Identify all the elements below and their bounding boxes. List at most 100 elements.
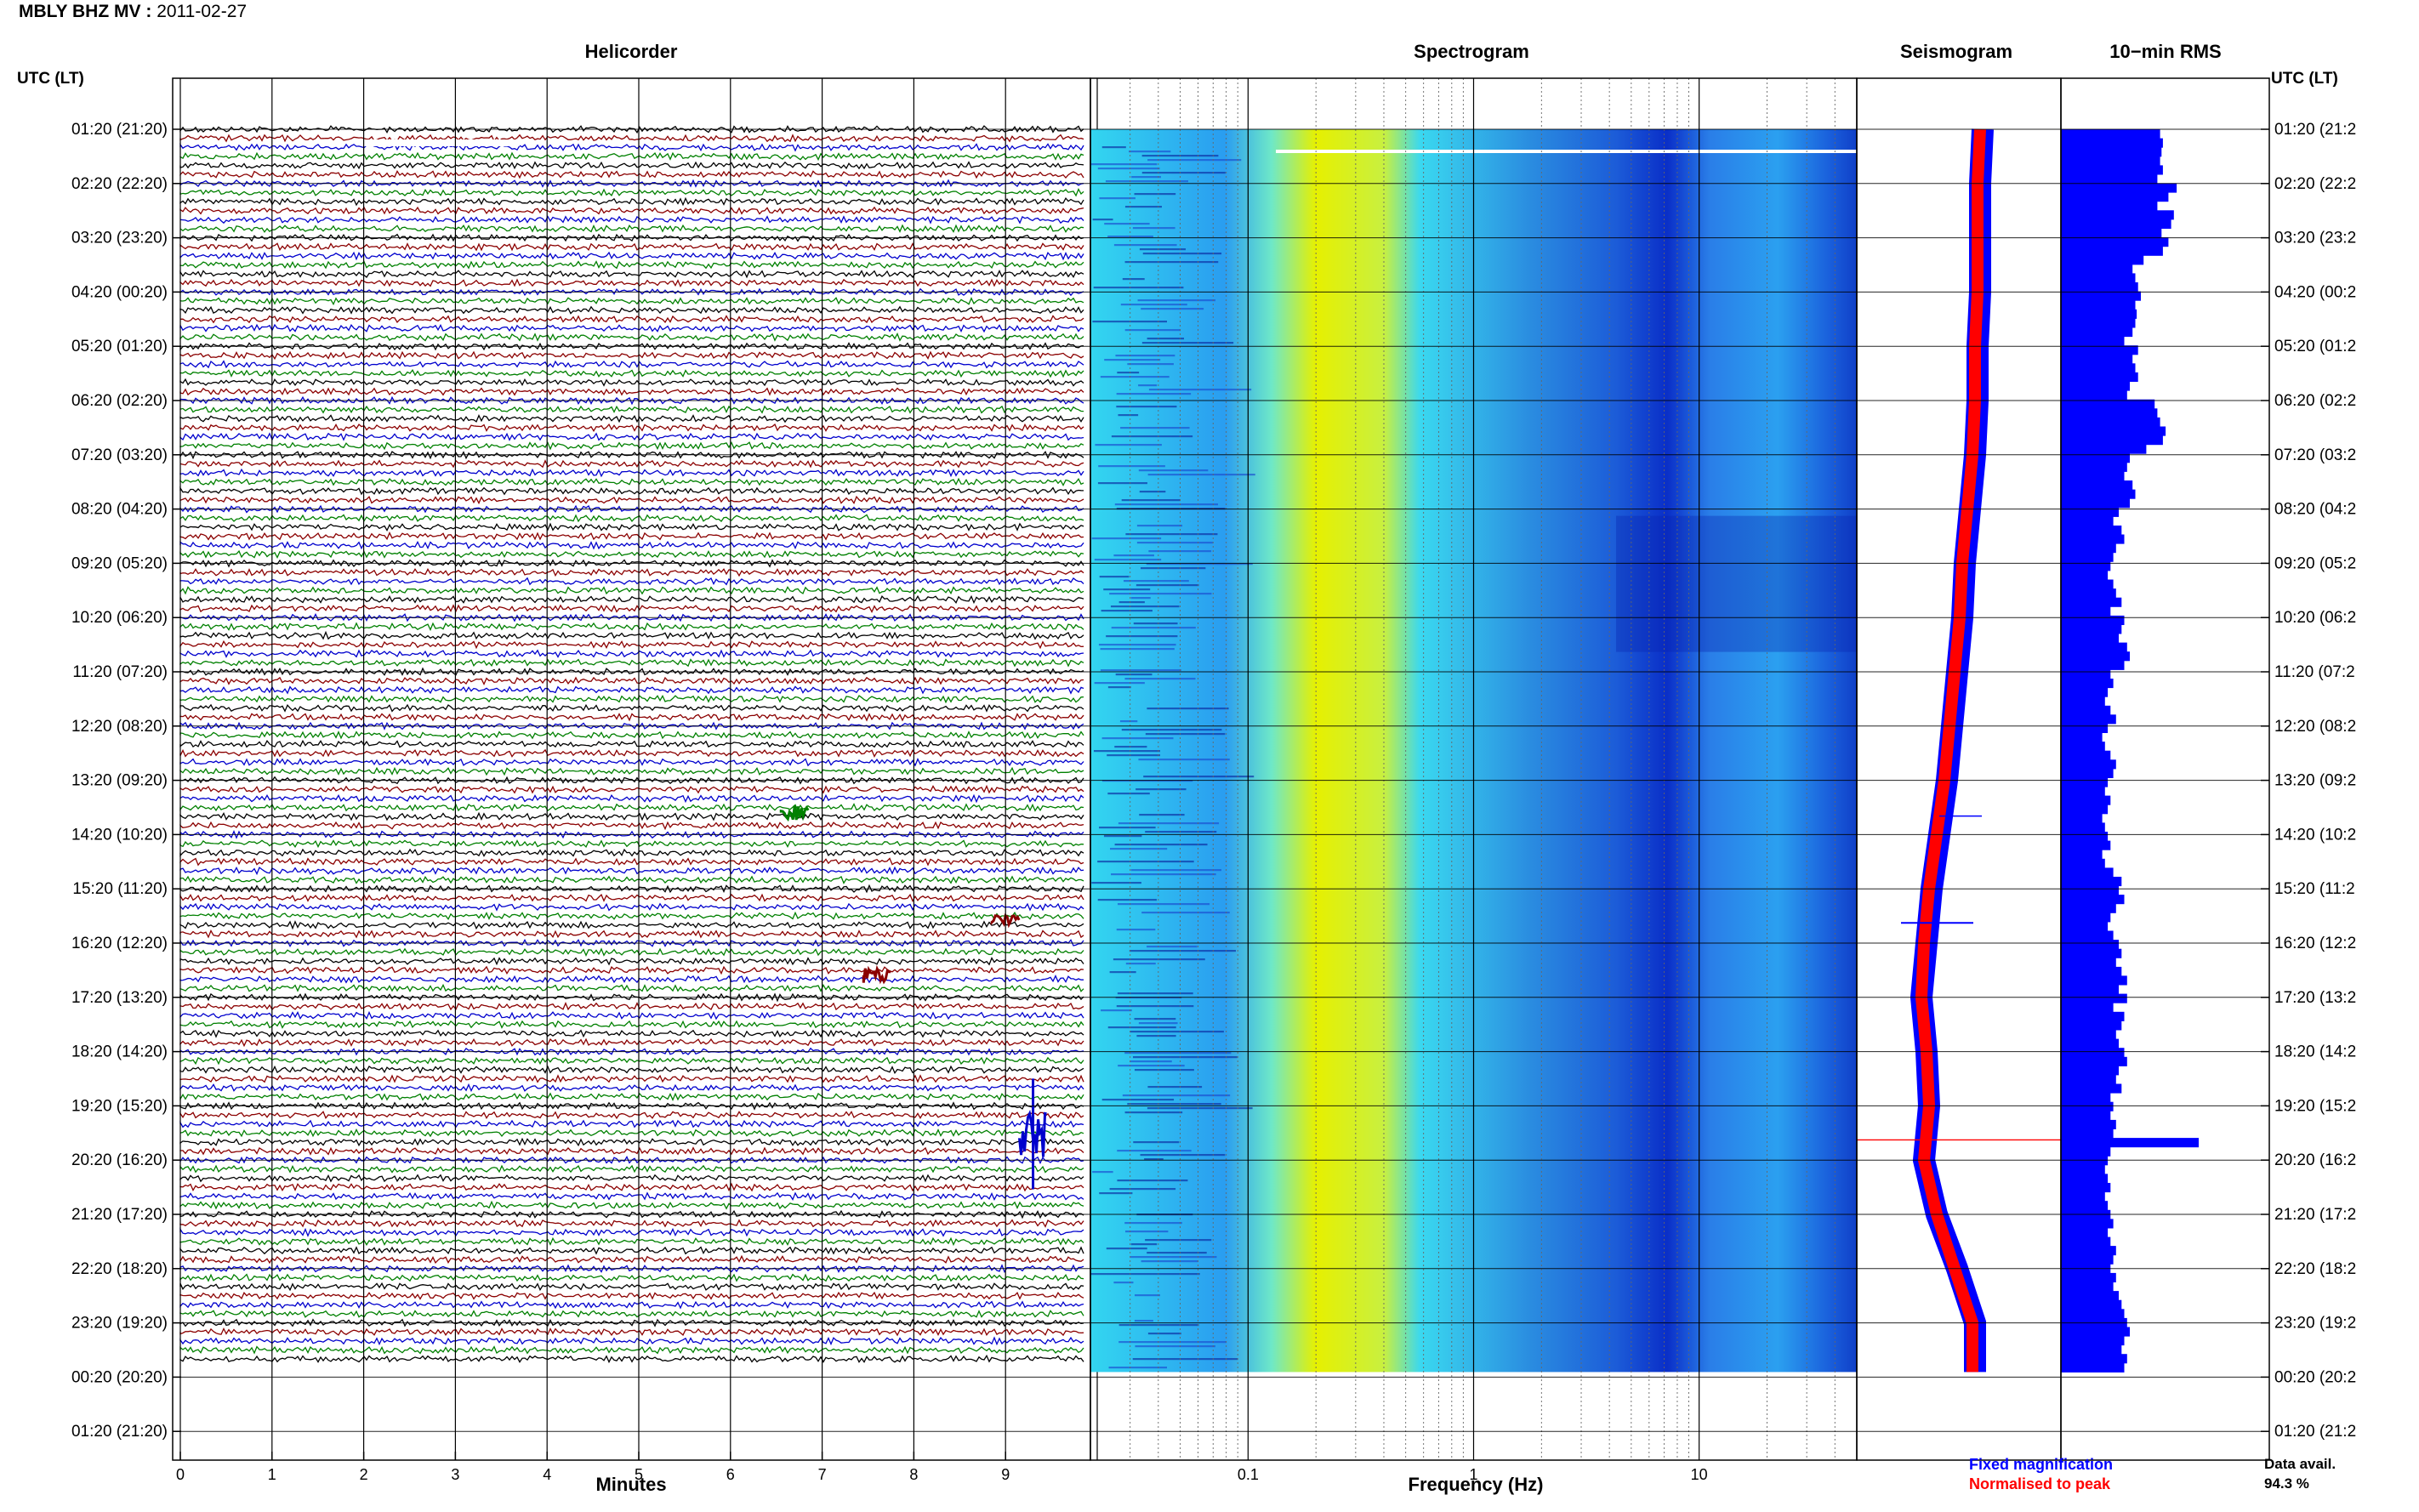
spectrogram-streak xyxy=(1130,1256,1217,1259)
helicorder-trace xyxy=(179,793,1084,804)
helicorder-trace xyxy=(179,1083,1084,1093)
time-label-left: 22:20 (18:20) xyxy=(71,1260,168,1278)
rms-bar xyxy=(2061,300,2136,310)
spectrogram-streak xyxy=(1110,605,1180,608)
rms-bar xyxy=(2061,822,2105,833)
helicorder-trace xyxy=(179,1111,1084,1120)
spectrogram-streak xyxy=(1118,1341,1227,1344)
rms-bar xyxy=(2061,651,2130,662)
helicorder-trace xyxy=(179,1200,1084,1210)
helicorder-trace xyxy=(179,1310,1084,1318)
time-label-right: 15:20 (11:2 xyxy=(2274,880,2355,898)
spectrogram-streak xyxy=(1141,342,1234,344)
spectrogram-streak xyxy=(1147,338,1185,340)
rms-bar xyxy=(2061,453,2130,463)
spectrogram-streak xyxy=(1097,168,1160,170)
helicorder-trace xyxy=(179,739,1084,749)
helicorder-trace xyxy=(179,151,1084,162)
time-label-right: 03:20 (23:2 xyxy=(2274,230,2356,247)
spectrogram-streak xyxy=(1101,737,1174,740)
spectrogram-streak xyxy=(1115,674,1153,676)
spectrogram-streak xyxy=(1133,1141,1180,1144)
spectrogram-streak xyxy=(1147,708,1229,710)
rms-bar xyxy=(2061,1236,2111,1247)
rms-bar xyxy=(2061,264,2133,274)
helicorder-trace xyxy=(179,531,1084,541)
spectrogram-streak xyxy=(1095,444,1162,446)
helicorder-trace xyxy=(179,486,1084,496)
rms-bar xyxy=(2061,1219,2114,1229)
rms-bar xyxy=(2061,903,2116,913)
spectrogram-streak xyxy=(1124,329,1181,332)
spectrogram-streak xyxy=(1136,525,1183,527)
rms-bar xyxy=(2061,336,2125,346)
helicorder-trace xyxy=(179,1137,1084,1147)
rms-bar xyxy=(2061,138,2163,148)
spectrogram-streak xyxy=(1118,822,1220,825)
spectrogram-streak xyxy=(1139,248,1187,251)
spectrogram-streak xyxy=(1117,1150,1192,1152)
helicorder-trace xyxy=(179,1002,1084,1011)
rms-bar xyxy=(2061,624,2122,634)
rms-bar xyxy=(2061,985,2119,995)
rms-bar xyxy=(2061,201,2158,211)
spectrogram-streak xyxy=(1101,1009,1132,1012)
spectrogram-streak xyxy=(1101,610,1153,612)
spectrogram-streak xyxy=(1117,372,1140,374)
rms-bar xyxy=(2061,1362,2125,1373)
spectrogram-streak xyxy=(1103,835,1142,838)
spectrogram-streak xyxy=(1100,648,1175,651)
spectrogram-streak xyxy=(1107,686,1131,689)
helicorder-trace xyxy=(179,242,1084,252)
helicorder-trace xyxy=(179,1336,1084,1346)
rms-bar xyxy=(2061,1291,2119,1301)
spectrogram-streak xyxy=(1127,363,1174,366)
helicorder-trace xyxy=(179,866,1084,876)
legend-fixed: Fixed magnification xyxy=(1969,1456,2114,1473)
helicorder-trace xyxy=(179,776,1084,785)
spectrogram-streak xyxy=(1130,869,1222,872)
spectrogram-streak xyxy=(1136,584,1199,587)
helicorder-tick-label: 7 xyxy=(818,1466,827,1483)
helicorder-tick-label: 6 xyxy=(726,1466,735,1483)
rms-bar xyxy=(2061,850,2103,860)
spectrogram-streak xyxy=(1117,1179,1188,1182)
helicorder-trace xyxy=(179,920,1084,930)
time-label-left: 20:20 (16:20) xyxy=(71,1151,168,1169)
time-label-right: 23:20 (19:2 xyxy=(2274,1315,2356,1333)
time-label-right: 19:20 (15:2 xyxy=(2274,1097,2356,1115)
helicorder-trace xyxy=(179,468,1084,478)
helicorder-trace xyxy=(179,161,1084,170)
rms-bar xyxy=(2061,1111,2111,1121)
spectrogram-streak xyxy=(1136,1035,1176,1037)
rms-bar xyxy=(2061,147,2162,157)
spectrogram-streak xyxy=(1097,899,1157,901)
spectrogram-streak xyxy=(1108,1367,1167,1369)
rms-bar xyxy=(2061,390,2127,401)
helicorder-trace xyxy=(179,975,1084,984)
rms-bar xyxy=(2061,787,2105,797)
spectrogram-streak xyxy=(1106,635,1178,638)
helicorder-trace xyxy=(179,297,1084,306)
time-label-left: 19:20 (15:20) xyxy=(71,1097,168,1115)
rms-bar xyxy=(2061,1083,2122,1094)
helicorder-trace xyxy=(179,1291,1084,1300)
rms-bar xyxy=(2061,1327,2130,1337)
rms-bar xyxy=(2061,309,2137,319)
spectrogram-streak xyxy=(1147,1252,1207,1254)
spectrogram-streak xyxy=(1097,861,1194,863)
helicorder-trace xyxy=(179,604,1084,613)
helicorder-trace xyxy=(179,423,1084,432)
spectrogram-streak xyxy=(1107,793,1150,795)
spectrogram-xlabel: Frequency (Hz) xyxy=(1408,1474,1544,1495)
helicorder-trace xyxy=(179,368,1084,378)
spectrogram-streak xyxy=(1106,1248,1147,1250)
spectrogram-streak xyxy=(1116,406,1177,408)
helicorder-trace xyxy=(179,549,1084,559)
helicorder-trace xyxy=(179,703,1084,713)
rms-bar xyxy=(2061,1228,2109,1238)
spectrogram-streak xyxy=(1138,469,1209,472)
time-label-right: 04:20 (00:2 xyxy=(2274,283,2356,301)
rms-bar xyxy=(2061,930,2114,941)
spectrogram-streak xyxy=(1132,1056,1238,1059)
